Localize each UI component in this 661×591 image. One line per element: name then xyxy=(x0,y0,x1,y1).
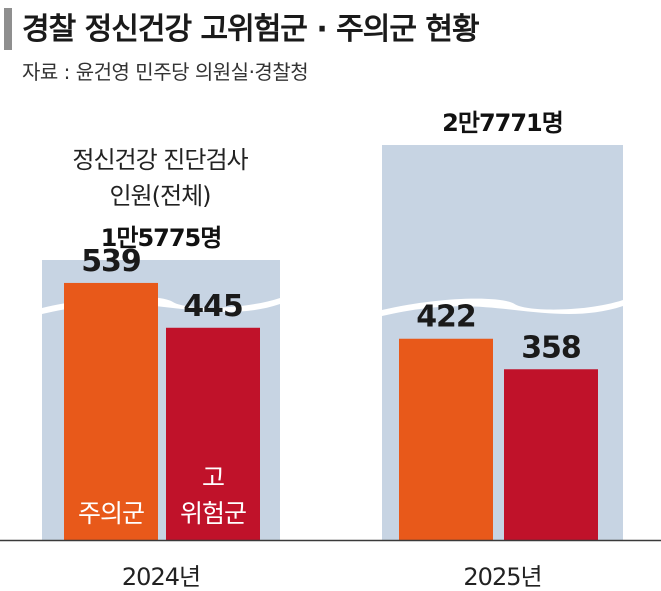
chart-source: 자료 : 윤건영 민주당 의원실·경찰청 xyxy=(22,60,309,84)
bar-value-label: 358 xyxy=(521,330,581,365)
bar-2025년-1 xyxy=(504,369,598,540)
x-tick-label: 2025년 xyxy=(463,563,541,591)
total-value-label: 2만7771명 xyxy=(442,109,563,137)
chart-title: 경찰 정신건강 고위험군 · 주의군 현황 xyxy=(22,12,480,47)
series-label-highrisk-line2: 위험군 xyxy=(180,499,246,528)
total-description-line1: 정신건강 진단검사 xyxy=(72,146,248,174)
x-tick-label: 2024년 xyxy=(122,563,200,591)
bar-value-label: 422 xyxy=(416,300,476,335)
title-accent-bar xyxy=(4,8,12,50)
series-label-highrisk-line1: 고 xyxy=(202,463,224,492)
bar-2024년-1 xyxy=(166,327,260,540)
total-value-label: 1만5775명 xyxy=(101,224,222,252)
axis-break-wave xyxy=(382,298,623,316)
series-label-caution: 주의군 xyxy=(78,499,144,528)
bar-2025년-0 xyxy=(399,338,493,540)
total-description-line2: 인원(전체) xyxy=(109,182,210,210)
bar-value-label: 445 xyxy=(183,289,243,324)
bar-2024년-0 xyxy=(64,282,158,540)
bar-value-label: 539 xyxy=(81,244,141,279)
